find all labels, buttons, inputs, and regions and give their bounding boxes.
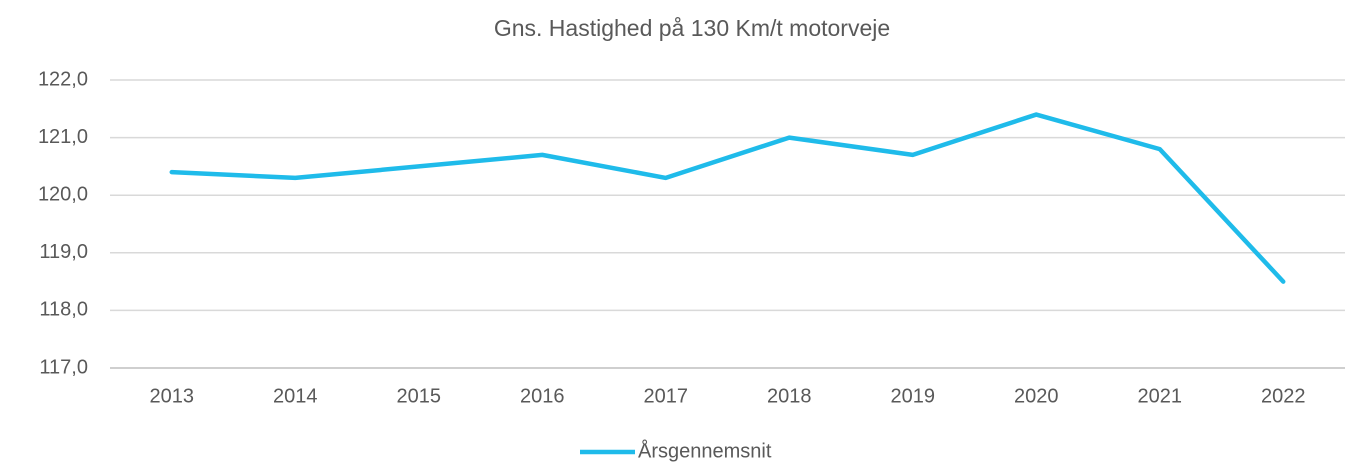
x-tick-label: 2015 [397,385,442,407]
x-tick-label: 2018 [767,385,812,407]
y-tick-label: 119,0 [39,241,88,263]
legend-label: Årsgennemsnit [638,439,772,462]
x-tick-label: 2014 [273,385,318,407]
y-tick-label: 117,0 [39,356,88,378]
x-tick-label: 2019 [891,385,936,407]
x-tick-label: 2022 [1261,385,1306,407]
y-tick-label: 122,0 [38,68,88,90]
x-tick-label: 2017 [644,385,689,407]
y-tick-label: 120,0 [38,183,88,205]
y-tick-label: 121,0 [38,126,88,148]
chart-title: Gns. Hastighed på 130 Km/t motorveje [494,15,890,41]
x-tick-label: 2013 [150,385,195,407]
x-tick-label: 2021 [1138,385,1183,407]
data-line [169,112,1286,284]
x-tick-label: 2020 [1014,385,1059,407]
y-tick-label: 118,0 [39,299,88,321]
x-tick-label: 2016 [520,385,565,407]
